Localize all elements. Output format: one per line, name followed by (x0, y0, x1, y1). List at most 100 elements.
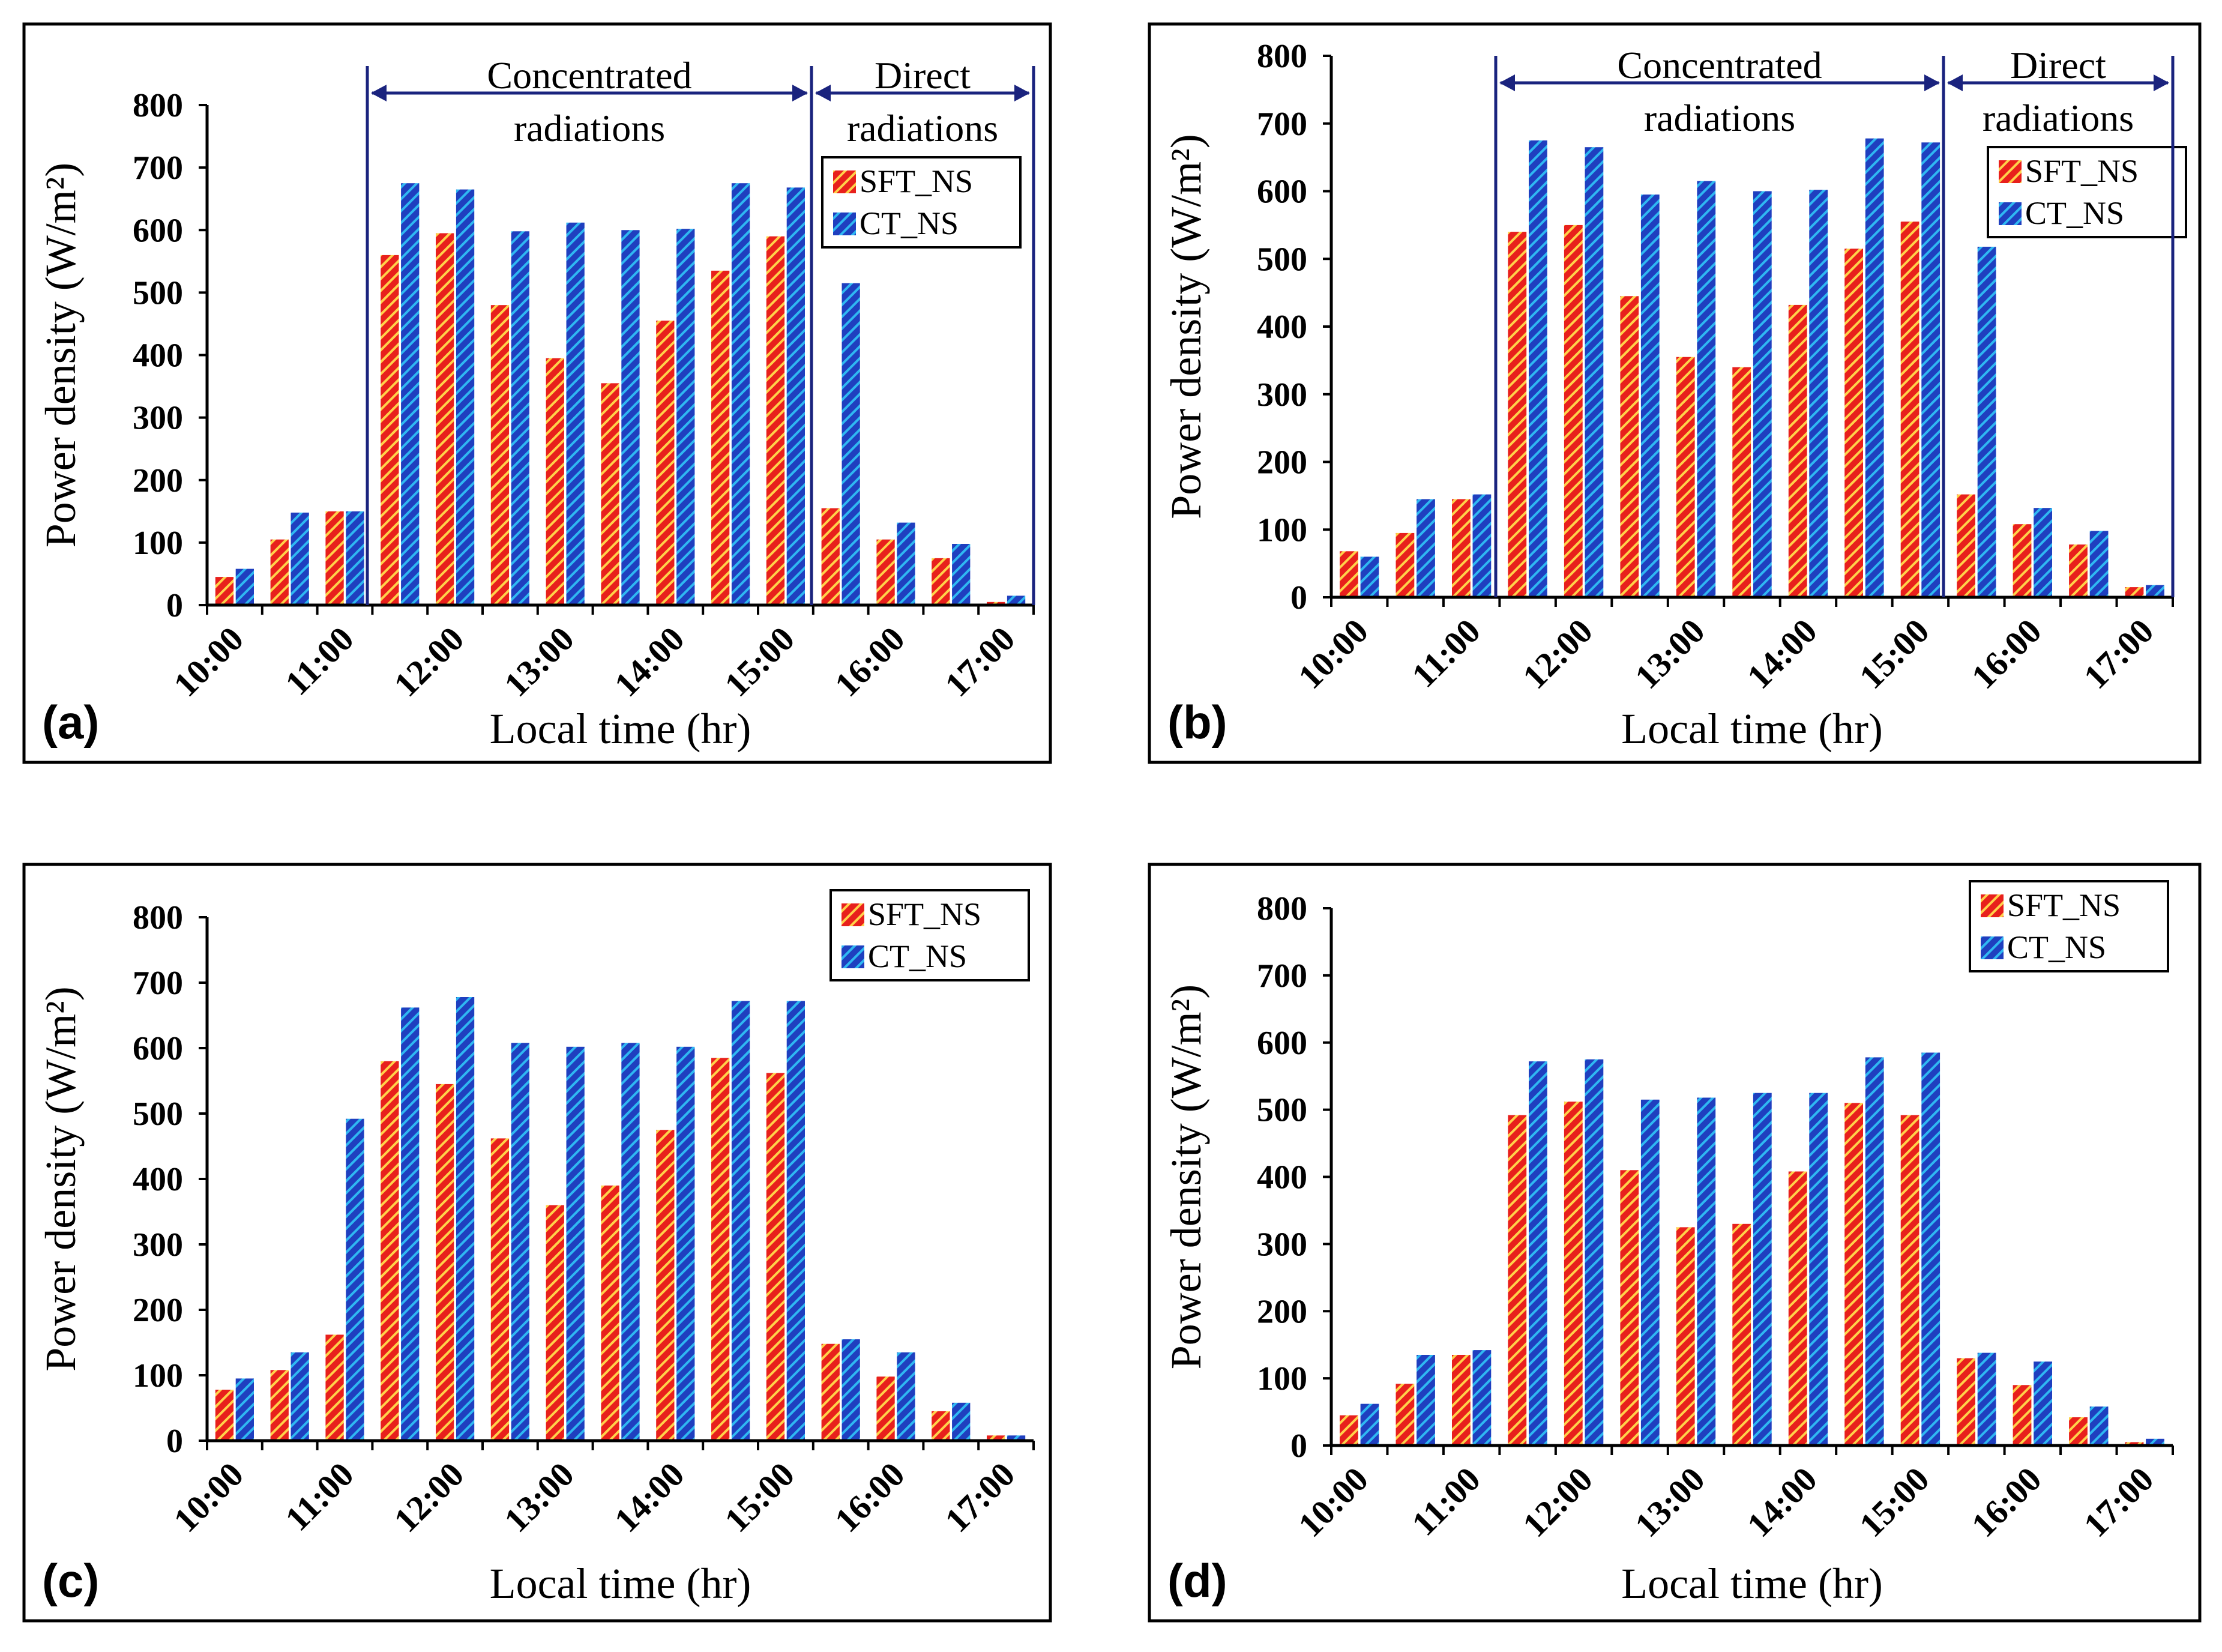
bar-ct-ns-1330 (621, 1043, 640, 1441)
bar-ct-ns-1100 (346, 511, 364, 605)
bar-sft-ns-1700 (987, 601, 1005, 605)
bar-ct-ns-1600 (2034, 1361, 2052, 1446)
bar-ct-ns-1630 (952, 1402, 971, 1441)
y-tick-label: 800 (133, 87, 183, 124)
x-axis-title: Local time (hr) (490, 1560, 751, 1608)
y-tick-label: 700 (133, 965, 183, 1002)
bar-ct-ns-1700 (1007, 595, 1026, 605)
bar-sft-ns-1600 (876, 539, 895, 605)
bar-sft-ns-1100 (325, 511, 344, 605)
bar-sft-ns-1000 (1340, 551, 1358, 597)
bar-sft-ns-1230 (490, 305, 510, 605)
bar-sft-ns-1200 (1564, 1102, 1583, 1446)
bar-ct-ns-1400 (1809, 1093, 1828, 1446)
bar-ct-ns-1230 (511, 231, 529, 605)
x-tick-label: 16:00 (1964, 1459, 2049, 1545)
bar-sft-ns-1500 (766, 236, 785, 605)
x-tick-label: 14:00 (1739, 1459, 1825, 1545)
chart-panel-b: 0 100 200 300 400 500 600 700 800 10:00 11:00 12:00… (1148, 22, 2202, 764)
region-sublabel-concentrated: radiations (514, 107, 665, 149)
bar-ct-ns-1630 (2089, 531, 2109, 597)
bar-sft-ns-1530 (821, 1343, 840, 1441)
x-tick-label: 14:00 (1739, 611, 1825, 696)
x-tick-label: 12:00 (387, 619, 472, 704)
legend-label-sft-ns: SFT_NS (860, 163, 973, 199)
panel-frame (1148, 22, 2202, 764)
x-tick-label: 14:00 (607, 1455, 692, 1540)
bar-ct-ns-1600 (897, 1352, 915, 1441)
legend-label-ct-ns: CT_NS (860, 205, 959, 241)
legend-swatch-ct-ns (833, 213, 856, 235)
bar-sft-ns-1530 (821, 508, 840, 605)
x-tick-label: 10:00 (1290, 611, 1376, 696)
panel-label: (c) (42, 1554, 99, 1607)
y-tick-label: 500 (133, 1096, 183, 1133)
panel-frame (22, 863, 1052, 1623)
x-tick-label: 16:00 (1964, 611, 2049, 696)
bar-ct-ns-1700 (2146, 585, 2164, 597)
y-tick-label: 100 (1257, 511, 1307, 549)
y-tick-label: 700 (1257, 106, 1307, 143)
x-tick-label: 15:00 (717, 1455, 802, 1540)
bar-sft-ns-1030 (270, 539, 289, 605)
bar-ct-ns-1500 (1921, 142, 1940, 598)
y-tick-label: 0 (1290, 1427, 1307, 1465)
bar-ct-ns-1030 (291, 512, 309, 605)
y-tick-label: 600 (1257, 1025, 1307, 1062)
y-tick-label: 600 (133, 1030, 183, 1067)
bar-sft-ns-1600 (2013, 1385, 2032, 1446)
bar-ct-ns-1300 (1697, 1097, 1716, 1446)
bar-ct-ns-1400 (676, 229, 695, 605)
bar-ct-ns-1330 (1753, 1093, 1772, 1446)
y-tick-label: 500 (1257, 241, 1307, 278)
bar-sft-ns-1130 (381, 1061, 399, 1441)
bar-ct-ns-1700 (2146, 1438, 2164, 1446)
y-tick-label: 800 (1257, 38, 1307, 75)
panel-frame (1148, 863, 2202, 1623)
bar-sft-ns-1030 (270, 1370, 289, 1441)
bar-sft-ns-1300 (1676, 1227, 1695, 1446)
bar-ct-ns-1430 (1865, 138, 1884, 598)
bar-ct-ns-1100 (346, 1118, 364, 1441)
x-axis-title: Local time (hr) (1621, 1560, 1883, 1608)
legend-label-ct-ns: CT_NS (868, 938, 967, 974)
bar-sft-ns-1330 (601, 383, 619, 605)
bar-sft-ns-1000 (215, 577, 234, 605)
region-arrow-left (1499, 74, 1515, 91)
y-tick-label: 400 (133, 1161, 183, 1198)
bar-sft-ns-1600 (876, 1376, 895, 1441)
bar-ct-ns-1530 (842, 283, 860, 605)
bar-sft-ns-1500 (766, 1073, 785, 1441)
bar-sft-ns-1100 (1452, 499, 1471, 597)
bar-ct-ns-1000 (235, 568, 254, 605)
bar-ct-ns-1230 (1640, 1099, 1660, 1446)
bar-ct-ns-1500 (786, 187, 805, 605)
bar-ct-ns-1130 (1529, 1061, 1547, 1446)
x-tick-label: 17:00 (2076, 1459, 2161, 1545)
x-tick-label: 10:00 (1290, 1459, 1376, 1545)
y-tick-label: 800 (133, 899, 183, 936)
x-tick-label: 12:00 (387, 1455, 472, 1540)
bar-ct-ns-1400 (676, 1046, 695, 1441)
bar-ct-ns-1330 (621, 230, 640, 606)
x-tick-label: 15:00 (717, 619, 802, 704)
panel-label: (d) (1167, 1554, 1227, 1607)
bar-sft-ns-1430 (1844, 249, 1863, 597)
bar-ct-ns-1600 (2034, 508, 2052, 597)
bar-sft-ns-1200 (1564, 225, 1583, 597)
legend-label-sft-ns: SFT_NS (2025, 153, 2139, 189)
bar-ct-ns-1230 (511, 1043, 529, 1441)
chart-panel-d: 0 100 200 300 400 500 600 700 800 10:00 11:00 12:00… (1148, 863, 2202, 1623)
y-tick-label: 700 (1257, 957, 1307, 995)
x-tick-label: 12:00 (1515, 611, 1600, 696)
bar-sft-ns-1300 (1676, 357, 1695, 597)
y-tick-label: 0 (166, 587, 183, 624)
x-tick-label: 15:00 (1852, 611, 1937, 696)
bar-ct-ns-1200 (456, 997, 475, 1441)
bar-ct-ns-1000 (1360, 1403, 1379, 1446)
y-tick-label: 700 (133, 149, 183, 187)
bar-sft-ns-1400 (1788, 304, 1807, 597)
y-tick-label: 400 (1257, 309, 1307, 346)
bar-ct-ns-1530 (1977, 247, 1996, 597)
